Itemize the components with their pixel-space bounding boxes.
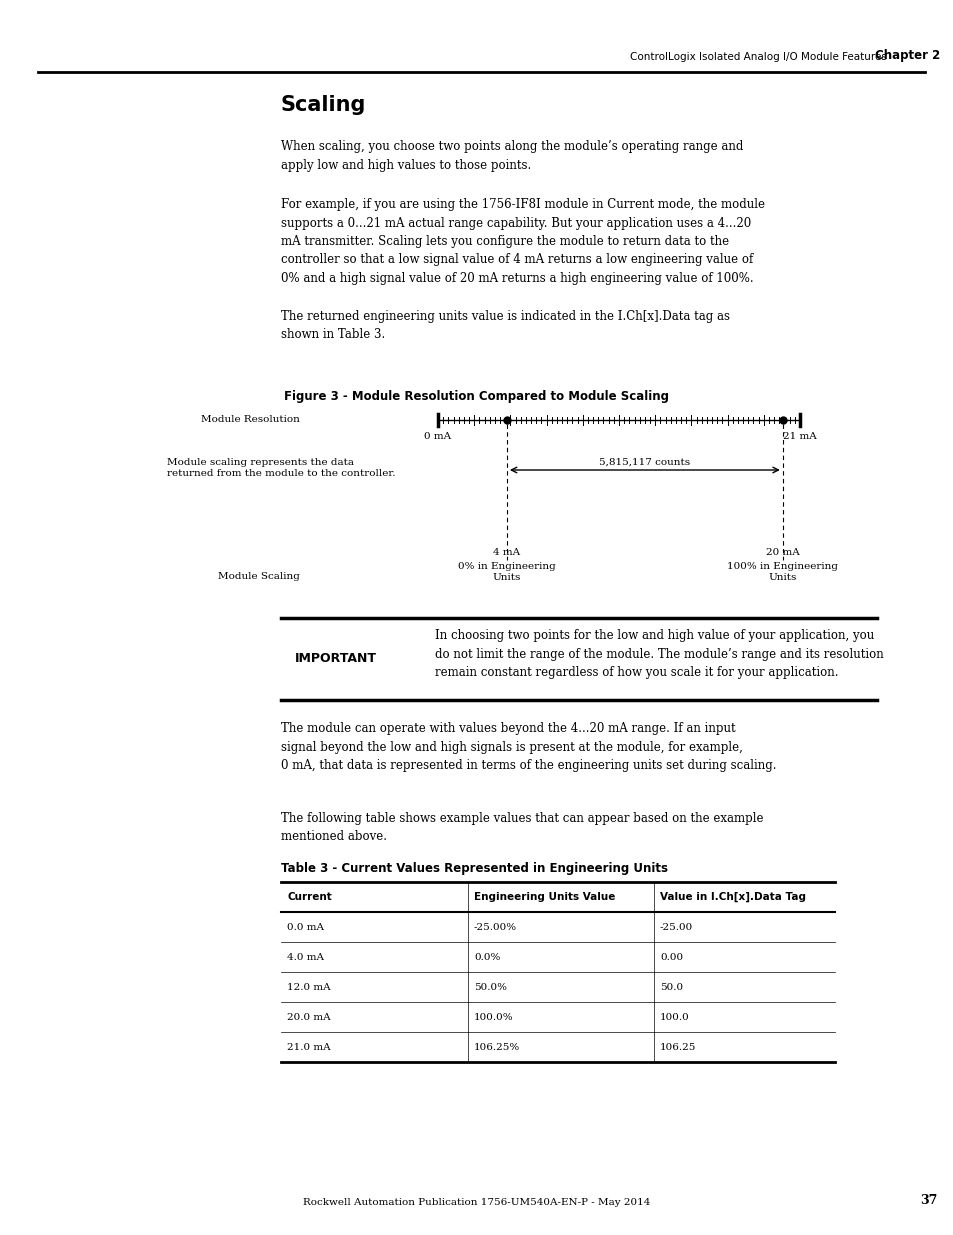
Text: 5,815,117 counts: 5,815,117 counts — [598, 457, 690, 467]
Text: The module can operate with values beyond the 4...20 mA range. If an input
signa: The module can operate with values beyon… — [281, 722, 776, 772]
Text: Current: Current — [287, 892, 332, 902]
Text: 100.0%: 100.0% — [474, 1013, 513, 1021]
Text: 106.25: 106.25 — [659, 1042, 696, 1051]
Text: 100.0: 100.0 — [659, 1013, 689, 1021]
Text: Rockwell Automation Publication 1756-UM540A-EN-P - May 2014: Rockwell Automation Publication 1756-UM5… — [303, 1198, 650, 1207]
Text: 4.0 mA: 4.0 mA — [287, 952, 324, 962]
Text: Module Resolution: Module Resolution — [201, 415, 299, 425]
Text: 20 mA: 20 mA — [765, 548, 799, 557]
Text: 100% in Engineering
Units: 100% in Engineering Units — [726, 562, 838, 582]
Text: ControlLogix Isolated Analog I/O Module Features: ControlLogix Isolated Analog I/O Module … — [629, 52, 886, 62]
Text: -25.00: -25.00 — [659, 923, 693, 931]
Text: 21 mA: 21 mA — [782, 432, 816, 441]
Text: Module Scaling: Module Scaling — [218, 572, 299, 580]
Text: IMPORTANT: IMPORTANT — [294, 652, 376, 666]
Text: When scaling, you choose two points along the module’s operating range and
apply: When scaling, you choose two points alon… — [281, 140, 742, 172]
Text: 12.0 mA: 12.0 mA — [287, 983, 331, 992]
Text: 0.0 mA: 0.0 mA — [287, 923, 324, 931]
Text: 37: 37 — [919, 1194, 937, 1207]
Text: Chapter 2: Chapter 2 — [874, 49, 940, 62]
Text: 0.00: 0.00 — [659, 952, 682, 962]
Text: Figure 3 - Module Resolution Compared to Module Scaling: Figure 3 - Module Resolution Compared to… — [284, 390, 669, 403]
Text: Module scaling represents the data
returned from the module to the controller.: Module scaling represents the data retur… — [167, 458, 395, 478]
Text: 106.25%: 106.25% — [474, 1042, 519, 1051]
Text: 50.0%: 50.0% — [474, 983, 506, 992]
Text: Table 3 - Current Values Represented in Engineering Units: Table 3 - Current Values Represented in … — [281, 862, 667, 876]
Text: The following table shows example values that can appear based on the example
me: The following table shows example values… — [281, 811, 762, 844]
Text: 4 mA: 4 mA — [493, 548, 520, 557]
Text: 21.0 mA: 21.0 mA — [287, 1042, 331, 1051]
Text: 0 mA: 0 mA — [424, 432, 451, 441]
Text: For example, if you are using the 1756-IF8I module in Current mode, the module
s: For example, if you are using the 1756-I… — [281, 198, 764, 285]
Text: The returned engineering units value is indicated in the I.Ch[x].Data tag as
sho: The returned engineering units value is … — [281, 310, 729, 342]
Text: Engineering Units Value: Engineering Units Value — [474, 892, 615, 902]
Text: Value in I.Ch[x].Data Tag: Value in I.Ch[x].Data Tag — [659, 892, 805, 902]
Text: In choosing two points for the low and high value of your application, you
do no: In choosing two points for the low and h… — [435, 629, 882, 679]
Text: Scaling: Scaling — [281, 95, 366, 115]
Text: -25.00%: -25.00% — [474, 923, 517, 931]
Text: 50.0: 50.0 — [659, 983, 682, 992]
Text: 0% in Engineering
Units: 0% in Engineering Units — [457, 562, 556, 582]
Text: 0.0%: 0.0% — [474, 952, 500, 962]
Text: 20.0 mA: 20.0 mA — [287, 1013, 331, 1021]
